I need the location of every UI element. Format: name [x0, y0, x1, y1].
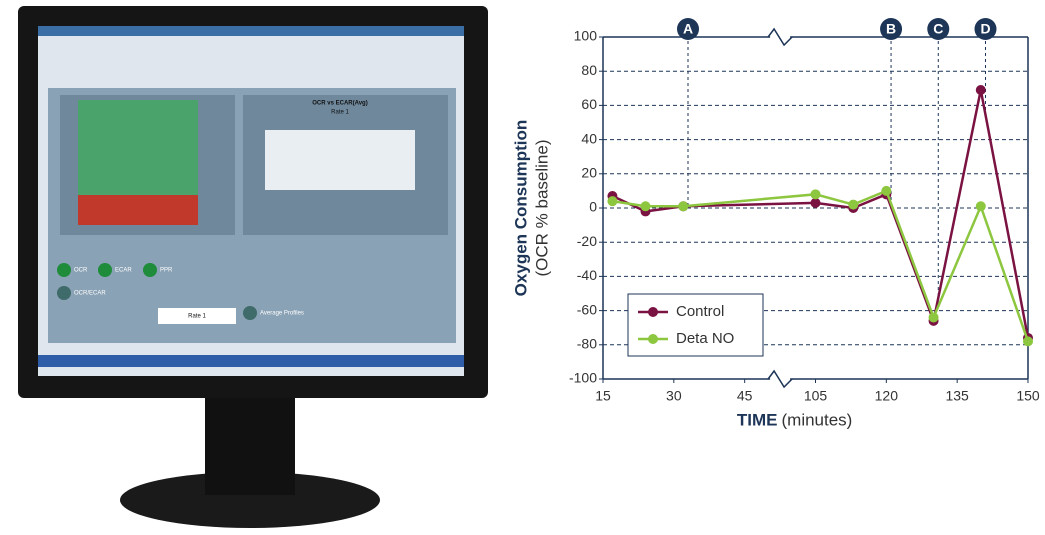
x-tick-label: 15 — [595, 388, 611, 404]
data-point — [881, 186, 891, 196]
y-tick-label: 100 — [574, 28, 598, 44]
axis-break — [768, 29, 792, 45]
plate-row — [78, 195, 198, 225]
data-point — [848, 200, 858, 210]
marker-label: D — [980, 21, 990, 37]
legend-label: Deta NO — [676, 330, 734, 347]
data-point — [607, 196, 617, 206]
data-point — [811, 198, 821, 208]
x-axis-label: TIME — [737, 410, 778, 429]
y-tick-label: -100 — [569, 370, 597, 386]
data-point — [929, 312, 939, 322]
screen-text: ECAR — [115, 268, 132, 274]
x-tick-label: 120 — [875, 388, 899, 404]
legend-swatch — [648, 307, 658, 317]
y-tick-label: -40 — [577, 267, 597, 283]
data-point — [976, 85, 986, 95]
screen-text: Rate 1 — [188, 314, 206, 320]
legend-swatch — [648, 334, 658, 344]
x-tick-label: 150 — [1016, 388, 1040, 404]
screen-text: OCR/ECAR — [74, 291, 106, 297]
ocr-ecar-button — [57, 286, 71, 300]
marker-label: A — [683, 21, 693, 37]
legend-label: Control — [676, 303, 724, 320]
y-tick-label: 80 — [581, 62, 597, 78]
data-point — [641, 201, 651, 211]
data-point — [678, 201, 688, 211]
monitor-stand — [205, 395, 295, 495]
y-tick-label: -20 — [577, 233, 597, 249]
y-tick-label: 20 — [581, 165, 597, 181]
data-point — [811, 189, 821, 199]
screen-text: OCR vs ECAR(Avg) — [312, 101, 367, 107]
x-tick-label: 30 — [666, 388, 682, 404]
marker-label: C — [933, 21, 943, 37]
screen-text: Rate 1 — [331, 110, 349, 116]
avg-button — [243, 306, 257, 320]
screen-text: Average Profiles — [260, 311, 304, 317]
plate-grid — [78, 100, 198, 200]
y-tick-label: 0 — [589, 199, 597, 215]
y-tick-label: -80 — [577, 336, 597, 352]
x-tick-label: 45 — [737, 388, 753, 404]
data-point — [1023, 336, 1033, 346]
marker-label: B — [886, 21, 896, 37]
y-tick-label: 60 — [581, 96, 597, 112]
ppr-button — [143, 263, 157, 277]
axis-break — [768, 371, 792, 387]
y-axis-unit: (OCR % baseline) — [532, 140, 551, 277]
screen-text: OCR — [74, 268, 88, 274]
monitor: OCR vs ECAR(Avg) Rate 1 OCR ECAR PPR OCR… — [18, 6, 488, 528]
page: OCR vs ECAR(Avg) Rate 1 OCR ECAR PPR OCR… — [0, 0, 1045, 535]
y-tick-label: -60 — [577, 301, 597, 317]
taskbar — [38, 355, 464, 367]
chart: -100 -80 -60 -40 -20 0 20 40 60 80 100 15 30 45 105 120… — [511, 18, 1039, 429]
ocr-button — [57, 263, 71, 277]
screen-text: PPR — [160, 268, 173, 274]
x-tick-label: 105 — [804, 388, 828, 404]
y-axis-label: Oxygen Consumption — [511, 120, 530, 297]
ecar-button — [98, 263, 112, 277]
y-tick-label: 40 — [581, 130, 597, 146]
data-point — [976, 201, 986, 211]
screen-titlebar — [38, 26, 464, 36]
x-tick-label: 135 — [945, 388, 969, 404]
x-axis-unit: (minutes) — [782, 410, 853, 429]
graph-area — [265, 130, 415, 190]
